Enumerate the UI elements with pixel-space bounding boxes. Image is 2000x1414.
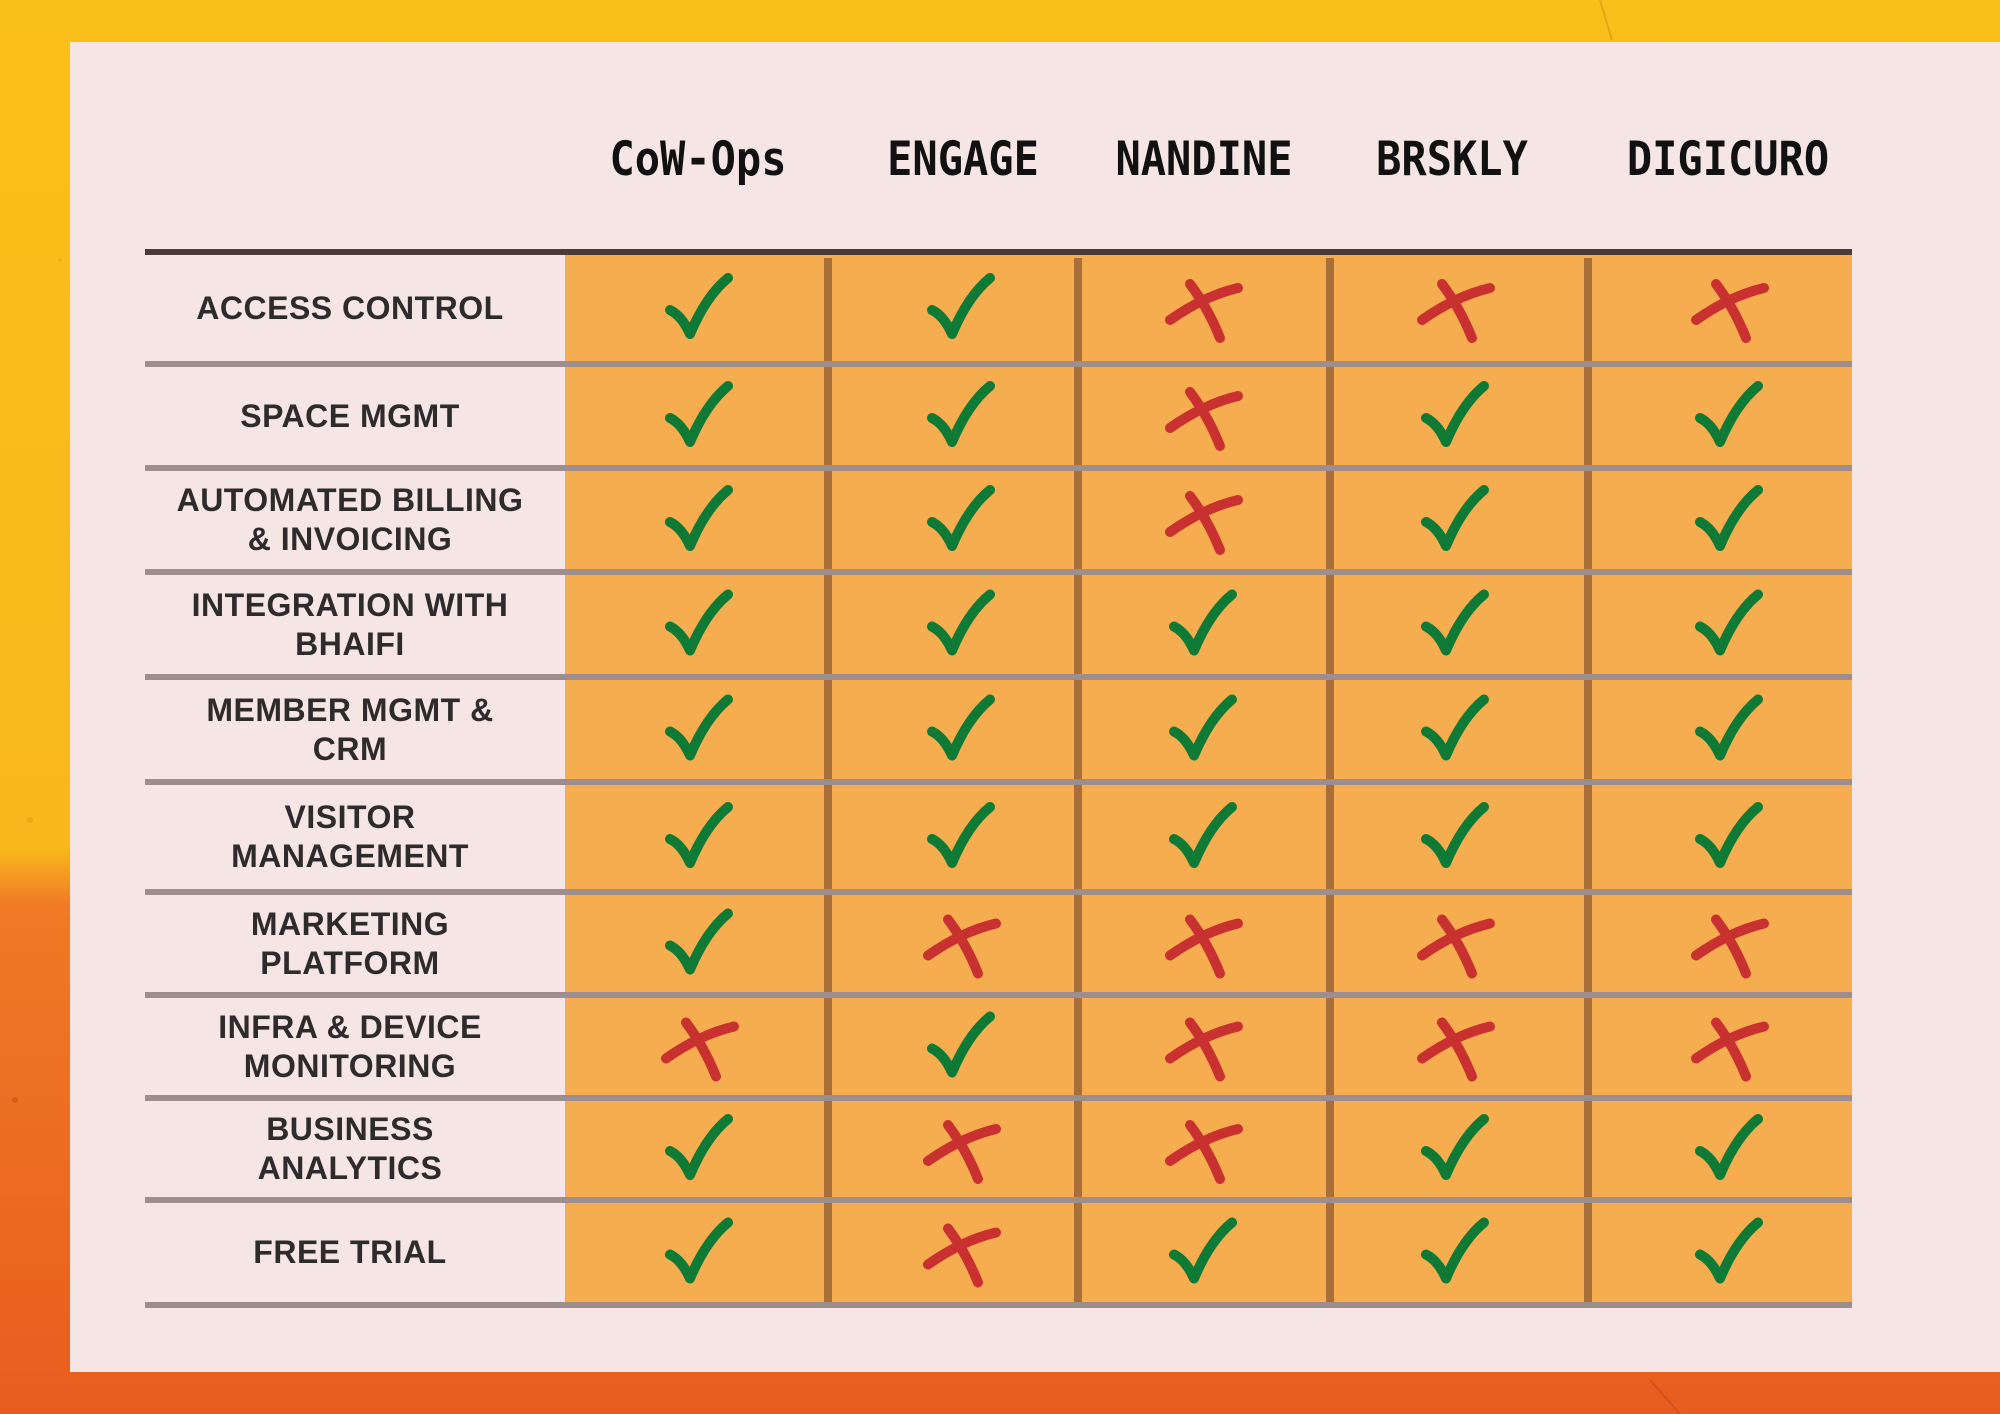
cross-icon <box>1185 1017 1225 1082</box>
column-header: ENGAGE <box>887 131 1039 187</box>
check-icon <box>1421 381 1489 447</box>
cross-icon <box>943 914 983 979</box>
check-icon <box>665 273 733 339</box>
cross-icon <box>1711 279 1751 343</box>
row-label: VISITOR MANAGEMENT <box>231 799 469 874</box>
cross-icon <box>1437 1017 1477 1082</box>
cross-icon <box>681 1017 721 1082</box>
check-icon <box>1169 1217 1237 1284</box>
check-icon <box>1421 1217 1489 1284</box>
cross-icon <box>943 1223 983 1288</box>
check-icon <box>1695 589 1763 656</box>
check-icon <box>1421 694 1489 761</box>
column-header: DIGICURO <box>1626 131 1830 187</box>
check-icon <box>665 1217 733 1284</box>
row-label: MEMBER MGMT & CRM <box>206 691 494 767</box>
column-header: CoW-Ops <box>609 131 787 187</box>
row-label: MARKETING PLATFORM <box>250 905 450 981</box>
row-label: FREE TRIAL <box>253 1234 447 1270</box>
row-label: INTEGRATION WITH BHAIFI <box>191 586 509 662</box>
cross-icon <box>1711 1017 1751 1082</box>
check-icon <box>1695 802 1763 868</box>
check-icon <box>927 273 995 339</box>
row-label: ACCESS CONTROL <box>196 289 504 326</box>
cross-icon <box>1437 279 1477 343</box>
check-icon <box>665 694 733 761</box>
check-icon <box>1421 1114 1489 1180</box>
cross-icon <box>1185 914 1225 979</box>
check-icon <box>1695 1114 1763 1180</box>
row-label: BUSINESS ANALYTICS <box>257 1111 443 1186</box>
cross-icon <box>1711 914 1751 979</box>
column-header: BRSKLY <box>1376 131 1528 187</box>
check-icon <box>927 1011 995 1078</box>
cross-icon <box>1185 279 1225 343</box>
cross-icon <box>1185 387 1225 451</box>
check-icon <box>927 589 995 656</box>
check-icon <box>1169 694 1237 761</box>
check-icon <box>927 381 995 447</box>
check-icon <box>927 694 995 761</box>
column-header: NANDINE <box>1115 131 1293 187</box>
check-icon <box>665 381 733 447</box>
cross-icon <box>943 1120 983 1184</box>
check-icon <box>1695 381 1763 447</box>
row-label: INFRA & DEVICE MONITORING <box>218 1008 482 1084</box>
check-icon <box>1169 589 1237 656</box>
check-icon <box>1421 589 1489 656</box>
check-icon <box>1421 485 1489 551</box>
check-icon <box>1695 1217 1763 1284</box>
check-icon <box>927 485 995 551</box>
check-icon <box>665 589 733 656</box>
cross-icon <box>1185 491 1225 555</box>
check-icon <box>1169 802 1237 868</box>
check-icon <box>665 908 733 975</box>
check-icon <box>927 802 995 868</box>
row-label: SPACE MGMT <box>240 397 460 434</box>
cross-icon <box>1437 914 1477 979</box>
check-icon <box>665 1114 733 1180</box>
check-icon <box>1421 802 1489 868</box>
cross-icon <box>1185 1120 1225 1184</box>
row-label: AUTOMATED BILLING & INVOICING <box>176 482 524 557</box>
check-icon <box>665 485 733 551</box>
check-icon <box>1695 694 1763 761</box>
check-icon <box>665 802 733 868</box>
check-icon <box>1695 485 1763 551</box>
